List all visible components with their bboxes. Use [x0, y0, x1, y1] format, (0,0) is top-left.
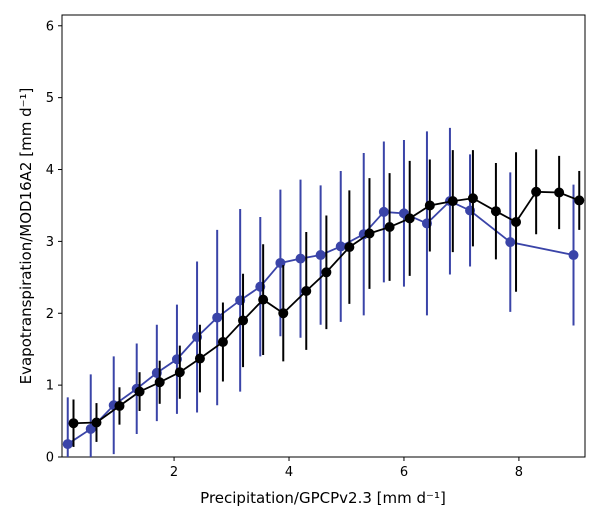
data-point	[490, 206, 501, 217]
data-point	[154, 377, 165, 388]
data-point	[364, 228, 375, 239]
data-point	[404, 213, 415, 224]
data-point	[134, 386, 145, 397]
y-tick-label: 6	[46, 19, 54, 34]
y-tick-label: 1	[46, 379, 54, 394]
data-point	[238, 315, 249, 326]
x-tick-label: 6	[400, 465, 408, 480]
x-tick-label: 4	[285, 465, 293, 480]
x-axis-ticks: 2 4 6 8	[170, 457, 523, 480]
data-point	[378, 206, 389, 217]
y-axis-ticks: 0 1 2 3 4 5 6	[46, 19, 62, 466]
data-point	[91, 417, 102, 428]
data-point	[467, 193, 478, 204]
data-point	[511, 216, 522, 227]
plot-frame	[61, 14, 586, 458]
data-point	[301, 285, 312, 296]
data-point	[568, 250, 579, 261]
data-point	[174, 367, 185, 378]
data-point	[62, 439, 73, 450]
series-line	[67, 200, 574, 445]
data-point	[114, 400, 125, 411]
y-tick-label: 2	[46, 307, 54, 322]
data-point	[447, 196, 458, 207]
data-point	[278, 308, 289, 319]
series-layer	[62, 127, 585, 457]
data-point	[194, 353, 205, 364]
data-point	[384, 222, 395, 233]
data-point	[321, 267, 332, 278]
data-point	[85, 423, 96, 434]
x-axis-title: Precipitation/GPCPv2.3 [mm d⁻¹]	[200, 489, 446, 507]
y-tick-label: 3	[46, 235, 54, 250]
data-point	[212, 312, 223, 323]
data-point	[217, 337, 228, 348]
data-point	[315, 250, 326, 261]
y-axis-title: Evapotranspiration/MOD16A2 [mm d⁻¹]	[17, 88, 35, 385]
data-point	[554, 187, 565, 198]
data-point	[505, 237, 516, 248]
data-point	[335, 241, 346, 252]
data-point	[258, 294, 269, 305]
y-tick-label: 5	[46, 91, 54, 106]
x-tick-label: 8	[515, 465, 523, 480]
data-point	[531, 186, 542, 197]
data-point	[295, 253, 306, 264]
data-point	[68, 418, 79, 429]
data-point	[574, 195, 585, 206]
series-1	[68, 149, 585, 447]
series-0	[62, 127, 579, 457]
y-tick-label: 0	[46, 451, 54, 466]
data-point	[424, 200, 435, 211]
x-tick-label: 2	[170, 465, 178, 480]
data-point	[344, 242, 355, 253]
y-tick-label: 4	[46, 163, 54, 178]
